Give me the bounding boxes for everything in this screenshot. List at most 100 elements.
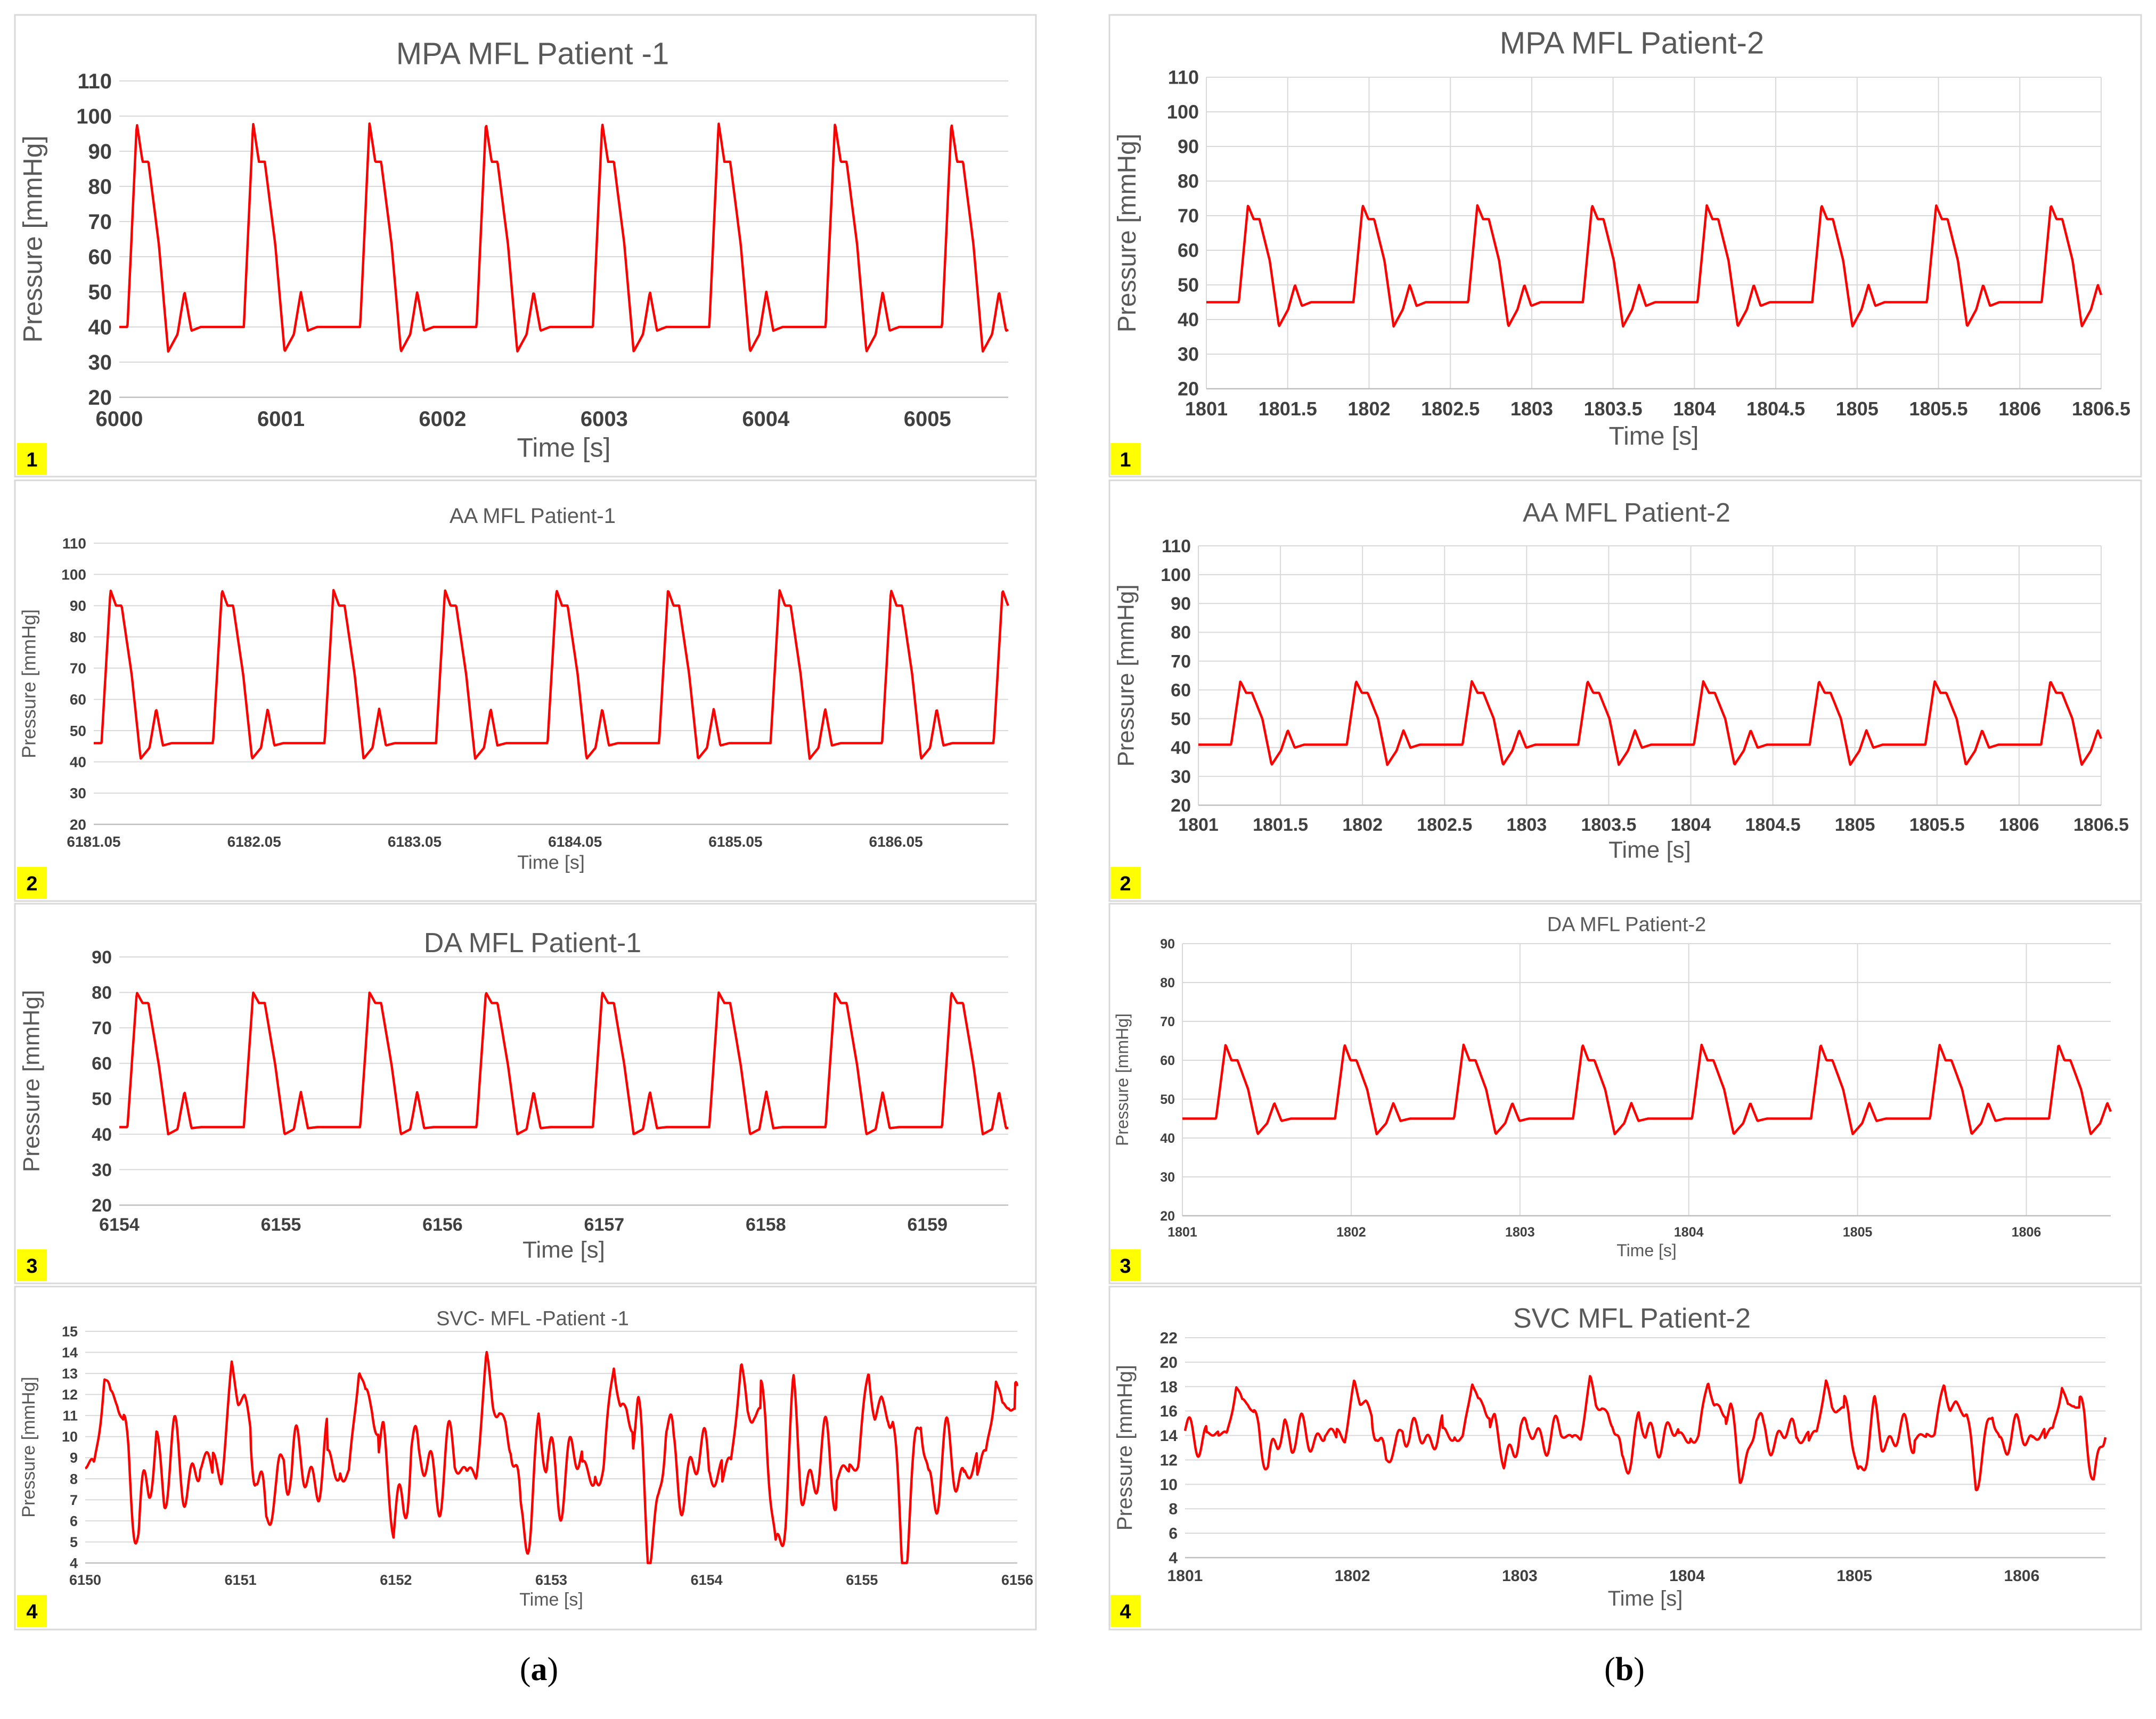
x-tick-label: 1803	[1507, 815, 1547, 835]
pressure-trace-line	[1181, 1043, 2112, 1135]
y-tick-label: 100	[1161, 565, 1191, 585]
chart-panel-5: 20 30 40 50 60 70 80 90 100 110 1801 1801.5 1802 1802…	[1108, 14, 2142, 478]
panel-frame	[1108, 479, 2142, 902]
y-tick-label: 110	[62, 535, 86, 552]
y-tick-label: 10	[1160, 1476, 1178, 1494]
chart-title: MPA MFL Patient-2	[1500, 26, 1764, 60]
x-tick-label: 6184.05	[548, 833, 602, 850]
x-tick-label: 1802	[1348, 398, 1390, 420]
column-caption-letter: b	[1615, 1651, 1634, 1688]
panel-badge	[1110, 867, 1140, 899]
x-tick-label: 1806.5	[2072, 398, 2130, 420]
y-tick-label: 13	[62, 1366, 78, 1382]
x-tick-label: 6154	[99, 1215, 140, 1235]
x-tick-label: 1804	[1669, 1567, 1705, 1585]
y-tick-label: 90	[70, 597, 86, 614]
y-tick-label: 6	[70, 1513, 78, 1529]
chart-title: DA MFL Patient-1	[424, 928, 641, 959]
x-tick-label: 6157	[584, 1215, 625, 1235]
y-tick-label: 22	[1160, 1330, 1178, 1347]
x-tick-label: 6181.05	[67, 833, 120, 850]
x-tick-label: 1803	[1510, 398, 1553, 420]
y-tick-label: 100	[76, 105, 112, 128]
x-tick-label: 6005	[904, 407, 951, 431]
x-tick-label: 1804.5	[1745, 815, 1801, 835]
y-tick-label: 110	[77, 70, 112, 93]
pressure-trace-line	[93, 588, 1010, 760]
y-tick-label: 110	[1168, 67, 1199, 88]
x-tick-label: 1803	[1505, 1225, 1535, 1240]
pressure-trace-line	[118, 122, 1009, 353]
y-tick-label: 80	[92, 983, 112, 1003]
panel-badge-number: 1	[26, 449, 37, 471]
x-tick-label: 1806	[2004, 1567, 2040, 1585]
chart-title: SVC MFL Patient-2	[1513, 1303, 1751, 1334]
x-tick-label: 6182.05	[227, 833, 281, 850]
x-tick-label: 1801.5	[1259, 398, 1317, 420]
y-tick-label: 40	[70, 754, 86, 770]
x-tick-label: 1805	[1836, 1567, 1872, 1585]
y-tick-label: 16	[1160, 1403, 1178, 1420]
panel-badge	[17, 1595, 47, 1627]
y-tick-label: 90	[92, 947, 112, 968]
y-tick-label: 60	[1171, 680, 1191, 700]
y-tick-label: 4	[1169, 1550, 1178, 1567]
y-tick-label: 14	[1160, 1427, 1178, 1445]
y-tick-label: 80	[70, 629, 86, 645]
y-tick-label: 100	[61, 566, 86, 583]
x-tick-label: 6002	[419, 407, 466, 431]
panel-badge	[1110, 1595, 1140, 1627]
y-tick-label: 4	[70, 1555, 78, 1571]
y-tick-label: 40	[92, 1125, 112, 1145]
y-tick-label: 80	[1171, 623, 1191, 643]
y-tick-label: 50	[1171, 709, 1191, 730]
y-axis-label: Pressure [mmHg]	[18, 136, 48, 343]
panel-frame	[1108, 1286, 2142, 1631]
y-tick-label: 70	[1171, 651, 1191, 672]
y-tick-label: 14	[62, 1345, 78, 1361]
x-tick-label: 1803.5	[1584, 398, 1643, 420]
y-tick-label: 90	[1160, 937, 1175, 952]
panel-badge-number: 3	[26, 1255, 37, 1278]
x-tick-label: 6001	[257, 407, 305, 431]
y-tick-label: 90	[1171, 594, 1191, 614]
x-tick-label: 1801	[1178, 815, 1219, 835]
x-axis-label: Time [s]	[517, 851, 585, 873]
x-tick-label: 6155	[261, 1215, 301, 1235]
panel-badge-number: 4	[1120, 1601, 1131, 1623]
x-tick-label: 1802	[1335, 1567, 1370, 1585]
x-tick-label: 1806	[2012, 1225, 2041, 1240]
y-tick-label: 40	[1171, 738, 1191, 758]
panel-badge	[1110, 443, 1140, 475]
x-tick-label: 6151	[225, 1572, 257, 1588]
y-tick-label: 15	[62, 1323, 78, 1339]
column-caption-b: (b)	[1604, 1651, 1645, 1688]
y-tick-label: 50	[92, 1089, 112, 1109]
y-tick-label: 30	[1178, 343, 1199, 365]
y-tick-label: 30	[1171, 767, 1191, 787]
y-tick-label: 30	[92, 1160, 112, 1180]
y-tick-label: 30	[70, 785, 86, 801]
y-tick-label: 70	[88, 210, 112, 234]
panel-frame	[1108, 14, 2142, 478]
x-tick-label: 1803.5	[1581, 815, 1636, 835]
x-tick-label: 6153	[535, 1572, 567, 1588]
y-axis-label: Pressure [mmHg]	[18, 990, 44, 1172]
y-tick-label: 10	[62, 1429, 78, 1445]
y-tick-label: 8	[70, 1471, 78, 1487]
y-tick-label: 110	[1162, 536, 1191, 556]
y-tick-label: 20	[1171, 796, 1191, 816]
x-tick-label: 1806	[1999, 815, 2039, 835]
y-tick-label: 6	[1169, 1525, 1178, 1543]
panel-frame	[1108, 903, 2142, 1284]
x-tick-label: 1805	[1843, 1225, 1873, 1240]
y-axis-label: Pressure [mmHg]	[18, 609, 40, 758]
panel-frame	[14, 14, 1037, 478]
panel-frame	[14, 479, 1037, 902]
panel-badge-number: 2	[26, 873, 37, 895]
pressure-trace-line	[118, 991, 1009, 1136]
x-tick-label: 6150	[69, 1572, 101, 1588]
panel-badge	[17, 1249, 47, 1281]
x-tick-label: 6183.05	[388, 833, 442, 850]
x-tick-label: 6000	[96, 407, 143, 431]
